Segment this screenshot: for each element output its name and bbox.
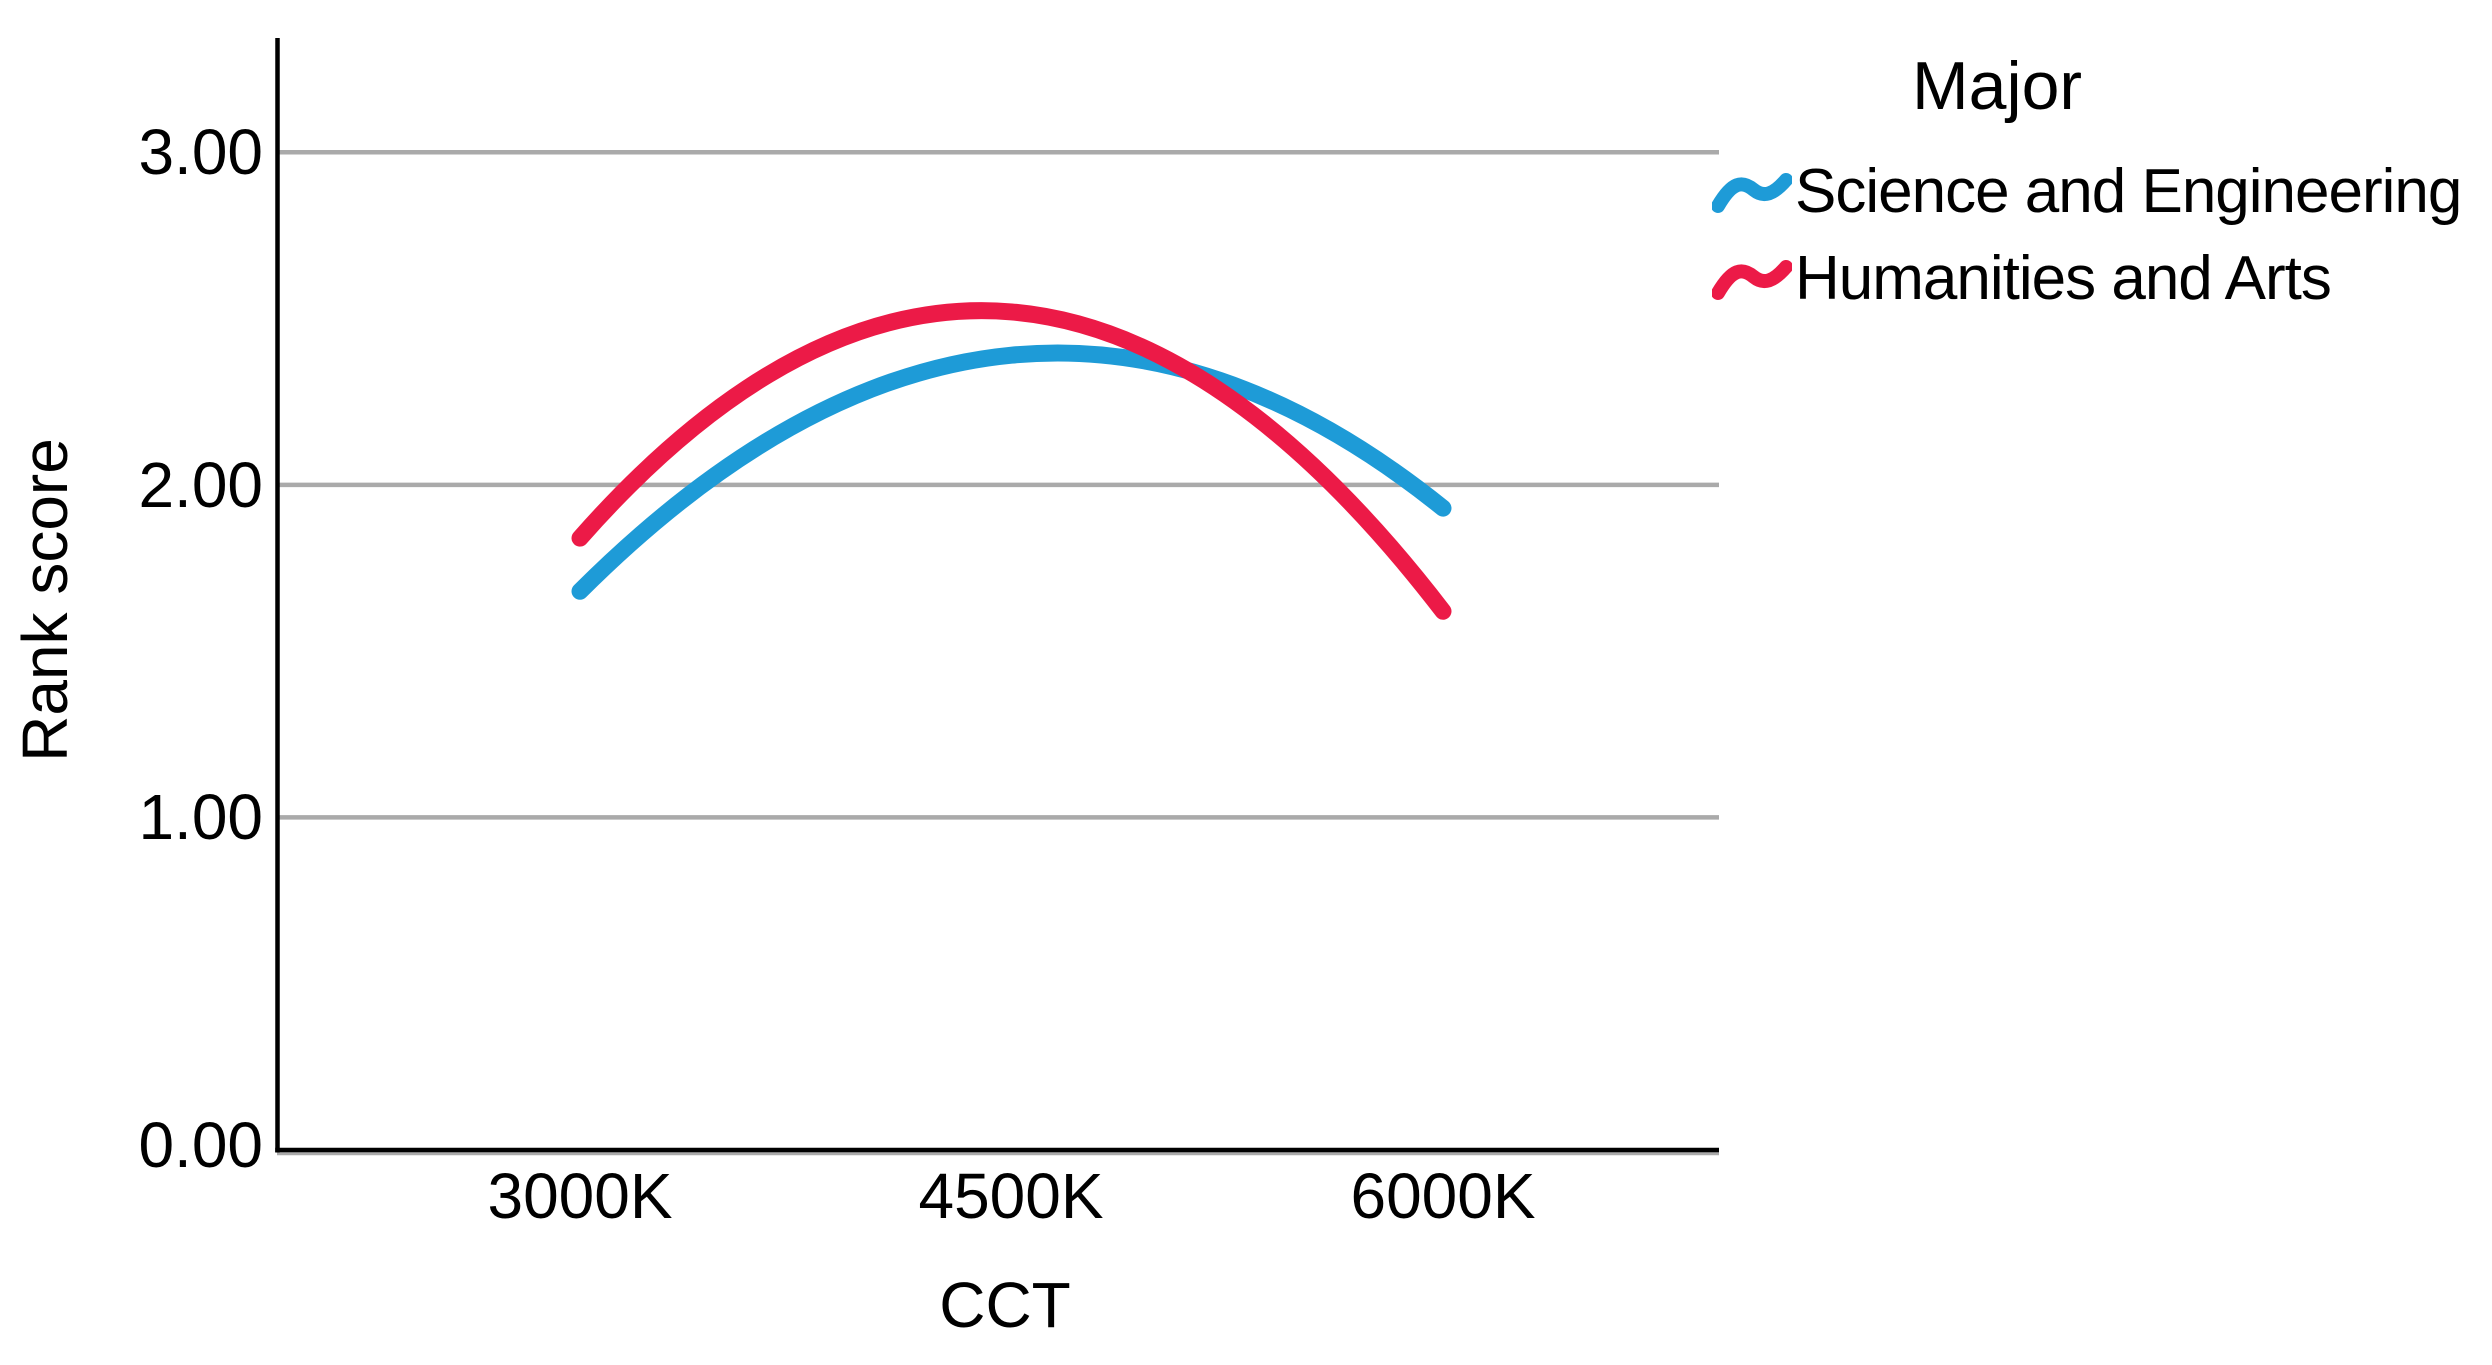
x-tick-6000k: 6000K (1350, 1160, 1536, 1232)
legend-label-humanities-arts: Humanities and Arts (1795, 244, 2332, 313)
y-axis-title: Rank score (9, 438, 81, 762)
y-tick-1: 1.00 (138, 781, 263, 853)
legend-title: Major (1912, 48, 2083, 124)
legend-label-science-engineering: Science and Engineering (1795, 157, 2462, 226)
y-tick-0: 0.00 (138, 1109, 263, 1181)
x-tick-3000k: 3000K (487, 1160, 673, 1232)
x-tick-4500k: 4500K (918, 1160, 1104, 1232)
legend-line-marker-icon (1712, 260, 1792, 300)
legend-line-marker-icon (1712, 173, 1792, 213)
y-tick-3: 3.00 (138, 116, 263, 188)
series-curve (571, 344, 1452, 600)
y-tick-2: 2.00 (138, 449, 263, 521)
series-curve (571, 302, 1452, 620)
x-axis-title: CCT (939, 1269, 1071, 1341)
